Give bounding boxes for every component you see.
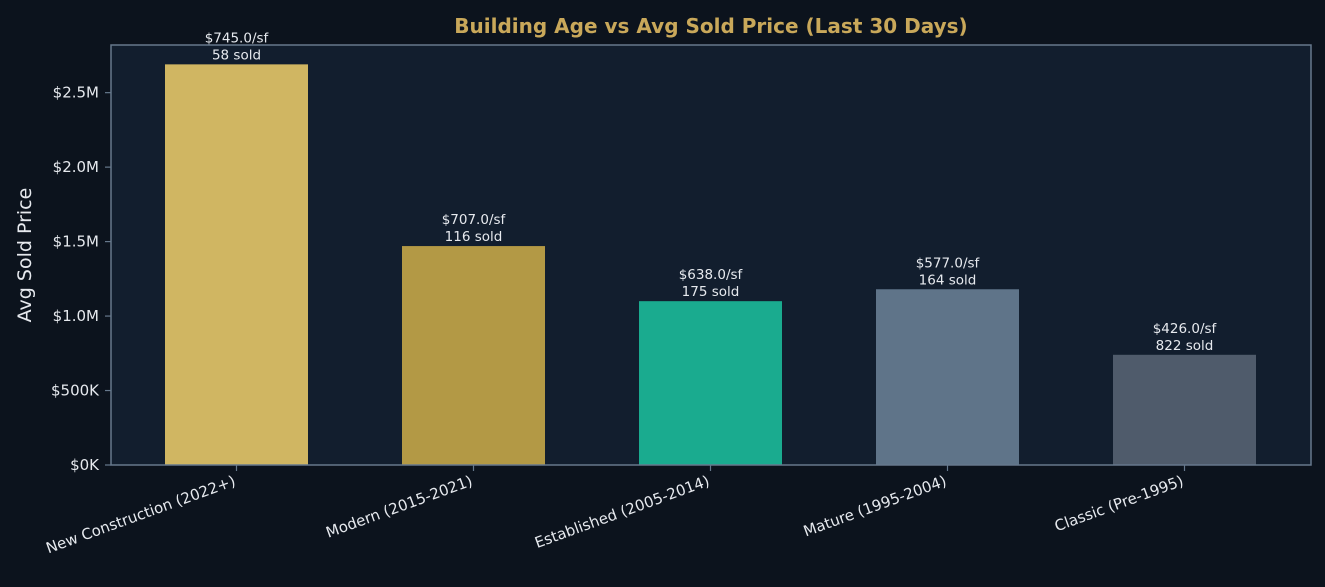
bar-1 [165, 64, 308, 466]
y-tick-label: $500K [51, 382, 100, 400]
chart-title: Building Age vs Avg Sold Price (Last 30 … [454, 14, 967, 38]
sold-count-label: 175 sold [682, 284, 740, 300]
y-tick-label: $1.0M [53, 307, 99, 325]
bars-group [165, 64, 1256, 466]
price-per-sf-label: $707.0/sf [442, 212, 507, 228]
sold-count-label: 116 sold [445, 229, 503, 245]
sold-count-label: 164 sold [919, 272, 977, 288]
y-tick-label: $2.0M [53, 158, 99, 176]
price-per-sf-label: $745.0/sf [205, 30, 270, 46]
x-tick-label: Established (2005-2014) [532, 472, 712, 552]
y-tick-label: $0K [70, 456, 100, 474]
price-per-sf-label: $638.0/sf [679, 267, 744, 283]
x-tick-label: Modern (2015-2021) [324, 472, 475, 542]
price-per-sf-label: $426.0/sf [1153, 321, 1218, 337]
sold-count-label: 822 sold [1156, 338, 1214, 354]
y-tick-label: $1.5M [53, 233, 99, 251]
x-tick-label: New Construction (2022+) [44, 472, 238, 557]
sold-count-label: 58 sold [212, 47, 261, 63]
x-tick-label: Classic (Pre-1995) [1052, 472, 1186, 535]
bar-3 [639, 301, 782, 465]
x-axis: New Construction (2022+) Modern (2015-202… [44, 465, 1186, 557]
y-axis: $0K $500K $1.0M $1.5M $2.0M $2.5M [51, 84, 111, 474]
x-tick-label: Mature (1995-2004) [801, 472, 949, 541]
bar-4 [876, 289, 1019, 465]
bar-2 [402, 246, 545, 465]
plot-frame [110, 44, 1312, 466]
y-axis-label: Avg Sold Price [14, 188, 36, 323]
bar-5 [1113, 354, 1256, 465]
price-per-sf-label: $577.0/sf [916, 255, 981, 271]
y-tick-label: $2.5M [53, 84, 99, 102]
